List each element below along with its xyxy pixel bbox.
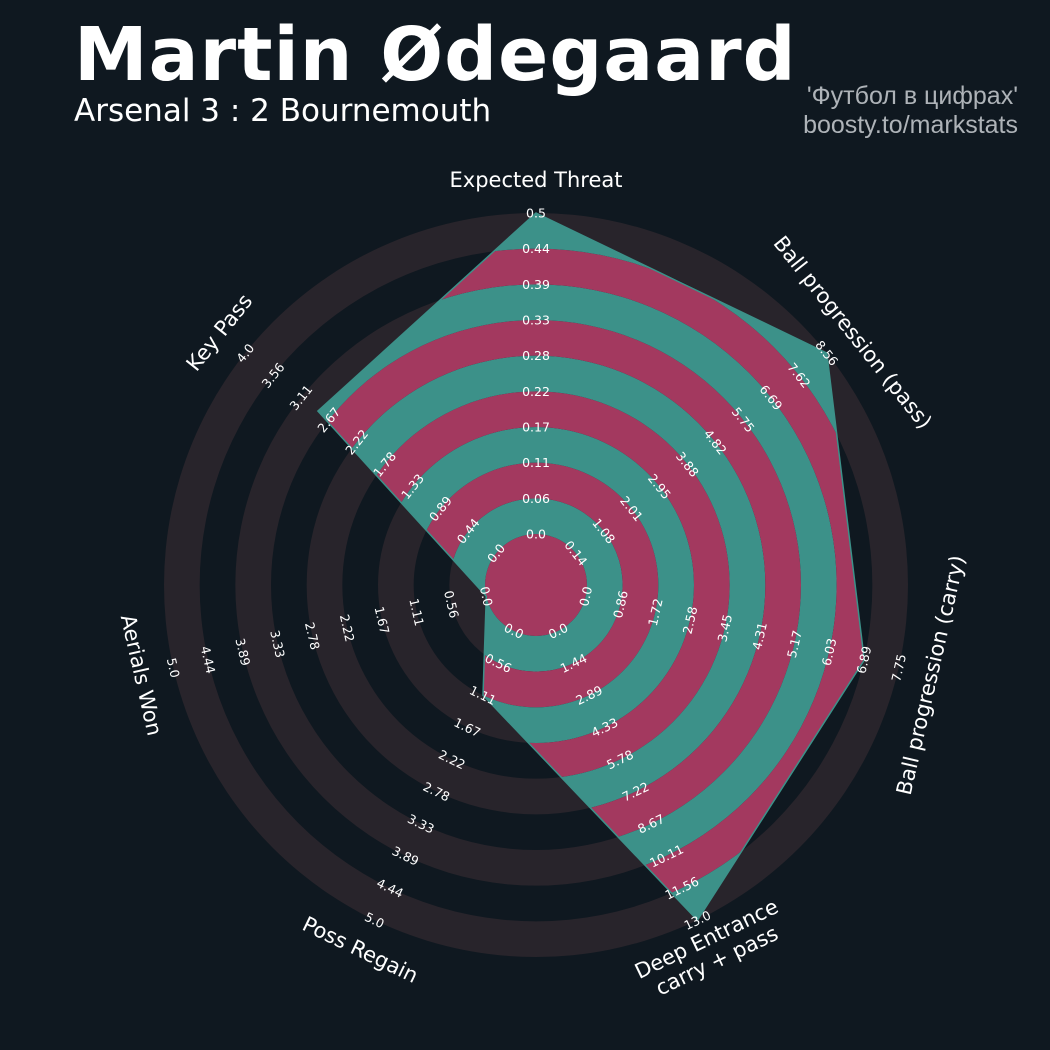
tick-label: 0.33	[522, 313, 550, 328]
tick-label: 0.17	[522, 420, 550, 435]
tick-label: 0.86	[610, 589, 631, 620]
tick-label: 0.28	[522, 348, 550, 363]
tick-label: 3.45	[714, 613, 735, 643]
tick-label: 0.5	[526, 206, 546, 221]
tick-label: 1.72	[645, 597, 666, 627]
tick-label: 3.33	[267, 629, 288, 659]
tick-label: 6.03	[819, 637, 840, 667]
tick-label: 0.0	[576, 585, 595, 608]
tick-label: 2.58	[680, 605, 701, 636]
credit-block: 'Футбол в цифрах' boosty.to/markstats	[803, 82, 1018, 140]
parameter-label-line: Aerials Won	[116, 612, 167, 738]
tick-label: 2.78	[302, 621, 323, 652]
tick-label: 6.89	[853, 645, 874, 676]
tick-label: 1.67	[372, 605, 393, 635]
tick-label: 0.56	[441, 589, 462, 620]
tick-label: 4.31	[749, 621, 770, 651]
tick-label: 0.06	[522, 491, 550, 506]
value-area-band	[449, 498, 623, 672]
radar-value-outline	[316, 212, 866, 922]
tick-label: 3.89	[232, 637, 253, 668]
tick-label: 0.11	[522, 455, 550, 470]
tick-label: 5.0	[164, 656, 183, 679]
radar-value-area	[317, 213, 865, 921]
tick-label: 0.39	[522, 277, 550, 292]
match-score-subtitle: Arsenal 3 : 2 Bournemouth	[74, 93, 492, 129]
tick-label: 4.44	[198, 645, 219, 676]
tick-label: 1.11	[406, 597, 427, 627]
credit-line-1: 'Футбол в цифрах'	[806, 82, 1018, 110]
tick-label: 7.75	[888, 653, 909, 683]
parameter-label: Aerials Won	[116, 612, 167, 738]
credit-line-2: boosty.to/markstats	[803, 111, 1018, 139]
parameter-label: Expected Threat	[450, 168, 623, 192]
value-area-band	[485, 534, 587, 636]
tick-label: 0.22	[522, 384, 550, 399]
tick-label: 0.44	[522, 241, 550, 256]
tick-label: 5.17	[784, 629, 805, 659]
parameter-label-line: Expected Threat	[450, 168, 623, 192]
tick-label: 0.0	[526, 527, 546, 542]
player-name: Martin Ødegaard	[74, 12, 797, 98]
tick-label: 2.22	[337, 613, 358, 643]
tick-label: 0.0	[477, 585, 496, 608]
